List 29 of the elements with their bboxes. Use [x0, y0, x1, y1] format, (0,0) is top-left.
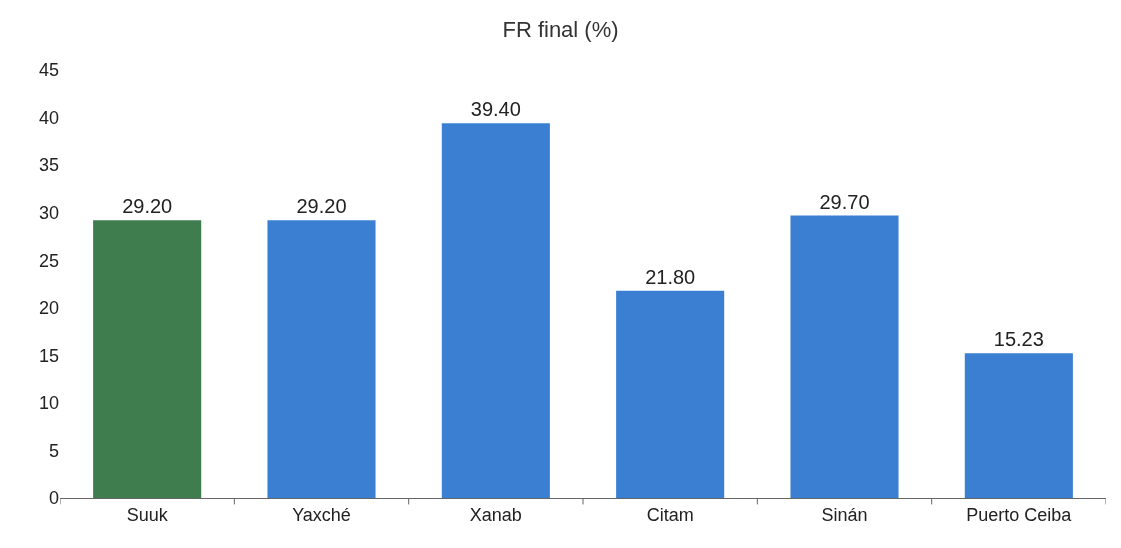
bar	[267, 220, 376, 498]
chart-title: FR final (%)	[502, 17, 619, 43]
bar	[790, 215, 899, 498]
x-tick-label: Xanab	[469, 504, 522, 525]
bar	[964, 353, 1073, 498]
x-tick-label: Suuk	[126, 504, 169, 525]
x-tick-label: Yaxché	[292, 504, 351, 525]
bar	[441, 123, 550, 498]
bar	[93, 220, 202, 498]
data-label: 29.20	[122, 195, 173, 218]
y-tick-label: 10	[38, 393, 59, 414]
data-label: 29.20	[296, 195, 347, 218]
y-tick-label: 25	[38, 250, 59, 271]
y-tick-label: 0	[48, 488, 59, 509]
y-tick-label: 35	[38, 155, 59, 176]
x-tick-label: Citam	[646, 504, 694, 525]
data-label: 39.40	[470, 98, 521, 121]
data-label: 21.80	[645, 265, 696, 288]
x-tick-label: Puerto Ceiba	[966, 504, 1073, 525]
y-tick-label: 40	[38, 107, 59, 128]
y-tick-label: 30	[38, 202, 59, 223]
y-tick-label: 15	[38, 345, 59, 366]
x-tick-label: Sinán	[821, 504, 868, 525]
y-tick-label: 5	[48, 440, 59, 461]
bar	[616, 290, 725, 498]
y-tick-label: 45	[38, 60, 59, 81]
data-label: 15.23	[993, 328, 1044, 351]
y-tick-label: 20	[38, 298, 59, 319]
data-label: 29.70	[819, 190, 870, 213]
